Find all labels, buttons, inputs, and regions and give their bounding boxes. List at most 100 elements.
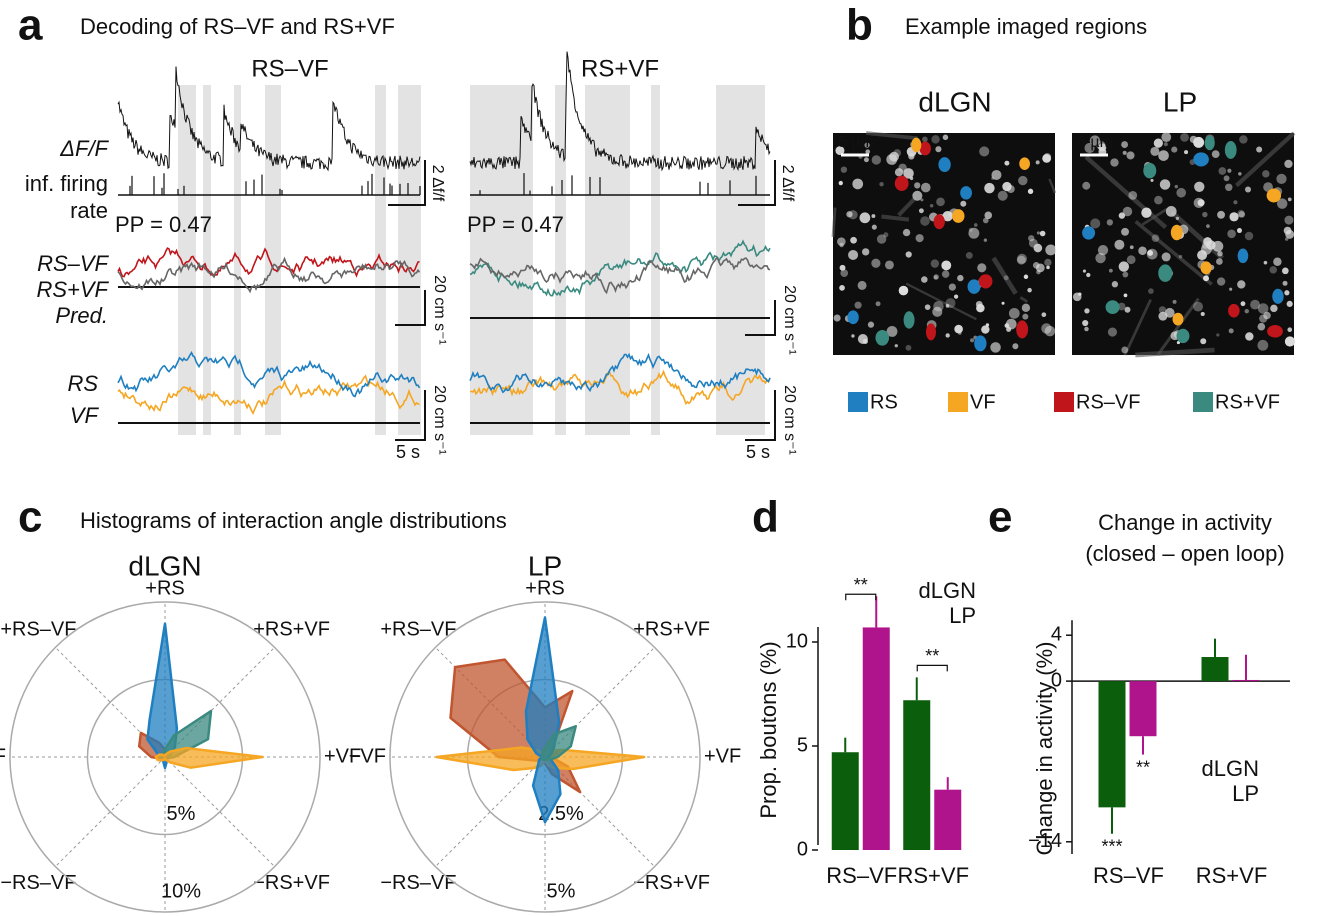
bouton	[1194, 181, 1205, 192]
row-label: ΔF/F	[59, 136, 109, 161]
scale-bar	[745, 300, 776, 336]
direction-label: −RS	[525, 913, 564, 916]
labelled-bouton	[1143, 162, 1157, 179]
bouton	[1141, 207, 1152, 218]
bouton	[1269, 266, 1277, 274]
bouton	[1202, 211, 1208, 218]
bar	[1129, 681, 1157, 737]
bouton	[1216, 333, 1220, 337]
bouton	[1114, 239, 1125, 250]
bouton	[1084, 326, 1089, 332]
bouton	[1282, 280, 1288, 286]
bouton	[1217, 250, 1223, 257]
chart-title: LP	[528, 550, 562, 581]
bouton	[862, 338, 868, 345]
bouton	[912, 190, 923, 201]
legend-swatch	[948, 392, 968, 412]
bouton	[889, 151, 899, 162]
bouton	[1263, 311, 1271, 320]
bouton	[905, 344, 912, 351]
legend-swatch	[1193, 392, 1213, 412]
bouton	[1150, 178, 1154, 182]
scale-label: 20 cm s⁻¹	[431, 385, 448, 455]
bouton	[1244, 308, 1249, 314]
bouton	[1238, 172, 1242, 176]
bouton	[1044, 325, 1056, 337]
bouton	[1286, 300, 1293, 307]
fiber	[1170, 210, 1225, 260]
trace	[117, 256, 421, 294]
highlight-band	[651, 85, 660, 435]
bouton	[1161, 132, 1172, 143]
bouton	[1072, 292, 1082, 302]
bouton	[1237, 209, 1245, 218]
bouton	[1178, 254, 1183, 259]
significance-label: **	[925, 646, 939, 666]
bouton	[1257, 339, 1269, 351]
fiber	[881, 214, 910, 222]
bouton	[942, 134, 949, 141]
bouton	[1122, 271, 1129, 278]
bouton	[1245, 332, 1254, 341]
bouton	[1175, 216, 1180, 221]
fiber	[1048, 178, 1057, 194]
bouton	[922, 136, 928, 143]
bouton	[871, 258, 881, 268]
labelled-bouton	[1200, 261, 1212, 275]
x-tick-label: RS–VF	[826, 863, 897, 888]
bouton	[914, 182, 921, 189]
row-label: Pred.	[55, 303, 108, 328]
bouton	[1082, 269, 1086, 273]
labelled-bouton	[1016, 320, 1029, 339]
labelled-bouton	[1237, 248, 1249, 264]
bouton	[1212, 240, 1224, 252]
scale-label: 2 Δf/f	[779, 165, 796, 202]
bouton	[1154, 195, 1163, 205]
labelled-bouton	[960, 186, 973, 200]
bouton	[1082, 181, 1091, 190]
labelled-bouton	[875, 330, 890, 346]
bouton	[1159, 179, 1171, 190]
bouton	[1227, 229, 1236, 239]
fiber	[897, 197, 917, 217]
bouton	[840, 166, 848, 173]
y-tick-label: 4	[1051, 623, 1062, 645]
direction-label: −RS	[145, 913, 184, 916]
bouton	[839, 264, 846, 271]
bouton	[931, 135, 940, 144]
bouton	[884, 260, 894, 270]
bouton	[835, 146, 845, 156]
spoke	[435, 756, 546, 867]
bouton	[945, 333, 950, 338]
y-tick-label: 10	[786, 630, 808, 652]
labelled-bouton	[847, 310, 859, 325]
bouton	[1244, 186, 1252, 193]
bouton	[1225, 183, 1233, 192]
bouton	[1228, 328, 1234, 334]
bouton	[1176, 187, 1187, 198]
bouton	[1023, 274, 1029, 280]
labelled-bouton	[978, 274, 993, 289]
bouton	[1117, 302, 1126, 311]
ring-label: 5%	[547, 880, 576, 902]
bouton	[1036, 269, 1041, 275]
labelled-bouton	[1158, 264, 1173, 282]
bouton	[1281, 267, 1289, 275]
column-title: RS+VF	[581, 55, 659, 82]
bouton	[997, 190, 1008, 201]
labelled-bouton	[1272, 288, 1284, 304]
scale-label: 20 cm s⁻¹	[431, 275, 448, 345]
bouton	[1042, 153, 1052, 163]
bouton	[848, 249, 859, 260]
labelled-bouton	[1266, 188, 1282, 203]
direction-label: −RS–VF	[0, 872, 76, 894]
direction-label: +RS–VF	[380, 619, 456, 641]
scale-bar	[395, 290, 426, 326]
bouton	[1227, 168, 1232, 173]
bar	[1098, 681, 1126, 808]
bouton	[846, 211, 853, 218]
bouton	[1004, 160, 1010, 166]
bouton	[1033, 243, 1043, 253]
bouton	[903, 168, 914, 179]
bouton	[981, 325, 990, 334]
